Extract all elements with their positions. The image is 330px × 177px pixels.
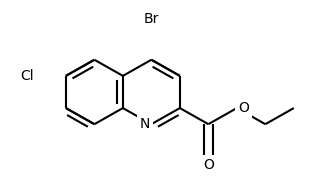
Text: Cl: Cl <box>20 69 34 83</box>
Text: Br: Br <box>144 12 159 26</box>
Text: N: N <box>140 117 150 131</box>
Text: O: O <box>203 158 214 172</box>
Text: O: O <box>238 101 249 115</box>
